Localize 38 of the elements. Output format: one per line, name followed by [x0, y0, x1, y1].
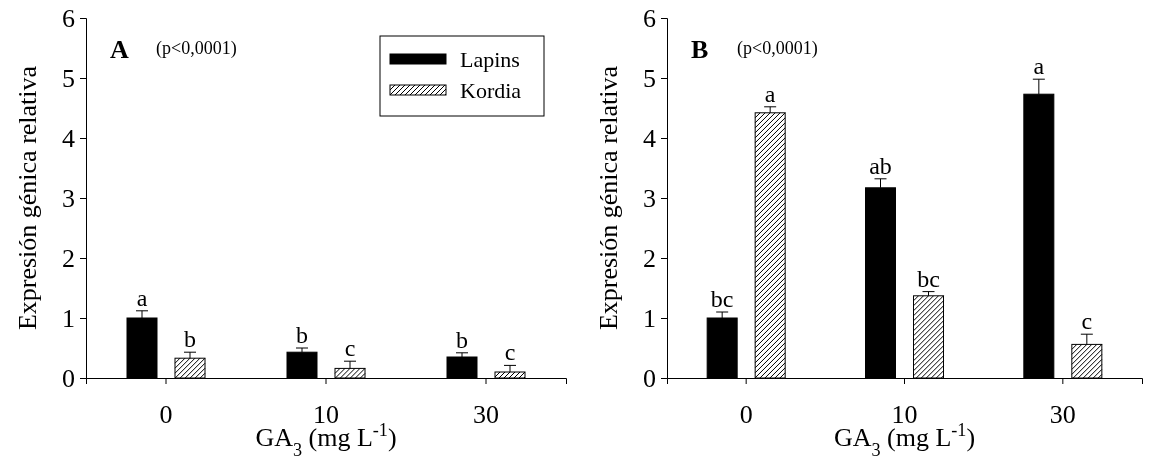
y-tick-label: 1 — [643, 303, 656, 333]
y-tick-label: 3 — [62, 183, 75, 213]
y-tick-label: 6 — [62, 3, 75, 33]
text: (p<0,0001) — [737, 38, 818, 59]
text: (p<0,0001) — [156, 38, 237, 59]
data-label: b — [456, 326, 468, 353]
data-label: bc — [710, 286, 734, 312]
y-tick-label: 6 — [643, 3, 656, 33]
data-label: a — [764, 80, 776, 107]
data-label: b — [296, 322, 308, 348]
y-tick-label: 2 — [643, 243, 656, 273]
data-label: ab — [869, 152, 892, 179]
x-tick-label: 30 — [473, 400, 499, 430]
text: A — [110, 35, 129, 64]
y-tick-label: 1 — [62, 303, 75, 333]
y-tick-label: 0 — [62, 363, 75, 393]
y-tick-label: 0 — [643, 363, 656, 393]
data-label: b — [184, 326, 196, 353]
data-label: bc — [917, 265, 940, 292]
legend-label: Lapins — [460, 47, 520, 72]
data-label: a — [1033, 53, 1045, 80]
y-tick-label: 5 — [643, 63, 656, 93]
legend-label: Kordia — [460, 78, 522, 103]
x-tick-label: 0 — [739, 400, 753, 430]
data-label: a — [136, 284, 148, 311]
y-tick-label: 4 — [643, 123, 656, 153]
data-label: c — [344, 335, 356, 362]
y-axis-title: Expresión génica relativa — [594, 65, 623, 331]
data-label: c — [504, 339, 516, 366]
x-tick-label: 0 — [159, 400, 173, 430]
y-tick-label: 2 — [62, 243, 75, 273]
text: B — [691, 35, 709, 64]
data-label: c — [1081, 308, 1093, 335]
y-tick-label: 5 — [62, 63, 75, 93]
y-tick-label: 3 — [643, 183, 656, 213]
y-tick-label: 4 — [62, 123, 75, 153]
x-tick-label: 30 — [1049, 400, 1076, 430]
y-axis-title: Expresión génica relativa — [13, 65, 42, 331]
